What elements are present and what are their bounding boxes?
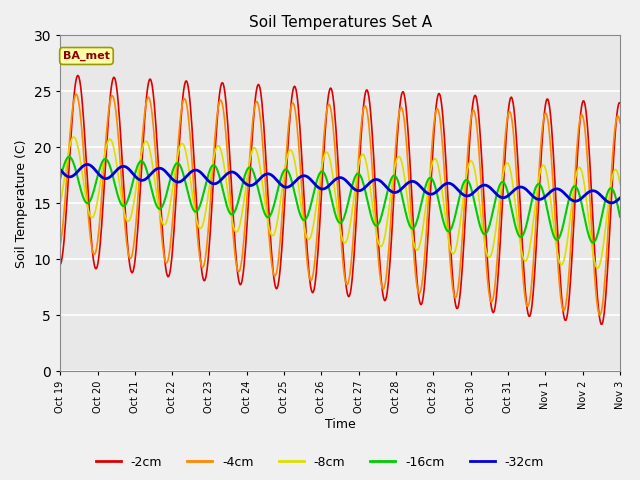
-4cm xyxy=(59,226,67,232)
-2cm xyxy=(136,203,143,208)
-8cm xyxy=(459,201,467,207)
-8cm xyxy=(616,181,624,187)
-32cm xyxy=(317,186,324,192)
-16cm xyxy=(56,176,64,181)
-2cm xyxy=(59,252,67,258)
-16cm xyxy=(616,214,624,220)
Legend: -2cm, -4cm, -8cm, -16cm, -32cm: -2cm, -4cm, -8cm, -16cm, -32cm xyxy=(91,451,549,474)
-8cm xyxy=(317,169,324,175)
Y-axis label: Soil Temperature (C): Soil Temperature (C) xyxy=(15,139,28,267)
-8cm xyxy=(136,163,143,169)
-32cm xyxy=(296,174,303,180)
-2cm xyxy=(56,262,64,267)
Line: -16cm: -16cm xyxy=(60,157,620,243)
Line: -32cm: -32cm xyxy=(60,165,620,203)
X-axis label: Time: Time xyxy=(324,419,355,432)
-16cm xyxy=(317,169,324,175)
Title: Soil Temperatures Set A: Soil Temperatures Set A xyxy=(248,15,431,30)
-8cm xyxy=(593,265,601,271)
-2cm xyxy=(598,322,605,327)
-8cm xyxy=(70,134,77,140)
-8cm xyxy=(296,193,303,199)
-16cm xyxy=(589,240,596,246)
-32cm xyxy=(472,187,480,193)
-4cm xyxy=(72,91,80,97)
-16cm xyxy=(65,154,73,160)
-4cm xyxy=(317,175,324,180)
-4cm xyxy=(459,231,467,237)
-2cm xyxy=(459,262,467,267)
-2cm xyxy=(472,94,480,100)
-8cm xyxy=(59,188,67,194)
-16cm xyxy=(472,207,480,213)
-32cm xyxy=(616,195,624,201)
-4cm xyxy=(136,176,143,181)
-2cm xyxy=(296,123,303,129)
-4cm xyxy=(616,120,624,126)
-2cm xyxy=(616,100,624,106)
Text: BA_met: BA_met xyxy=(63,51,110,61)
-16cm xyxy=(59,168,67,173)
-2cm xyxy=(74,72,81,78)
-32cm xyxy=(459,192,467,197)
-16cm xyxy=(459,183,467,189)
-4cm xyxy=(56,242,64,248)
-32cm xyxy=(83,162,91,168)
-16cm xyxy=(296,211,303,216)
-32cm xyxy=(56,167,64,172)
-32cm xyxy=(136,177,143,182)
-4cm xyxy=(472,118,480,123)
-8cm xyxy=(472,175,480,181)
Line: -4cm: -4cm xyxy=(60,94,620,315)
Line: -8cm: -8cm xyxy=(60,137,620,268)
-2cm xyxy=(317,201,324,207)
-4cm xyxy=(596,312,604,318)
-8cm xyxy=(56,201,64,206)
-32cm xyxy=(59,169,67,175)
-4cm xyxy=(296,157,303,163)
-16cm xyxy=(136,160,143,166)
Line: -2cm: -2cm xyxy=(60,75,620,324)
-32cm xyxy=(608,200,616,206)
